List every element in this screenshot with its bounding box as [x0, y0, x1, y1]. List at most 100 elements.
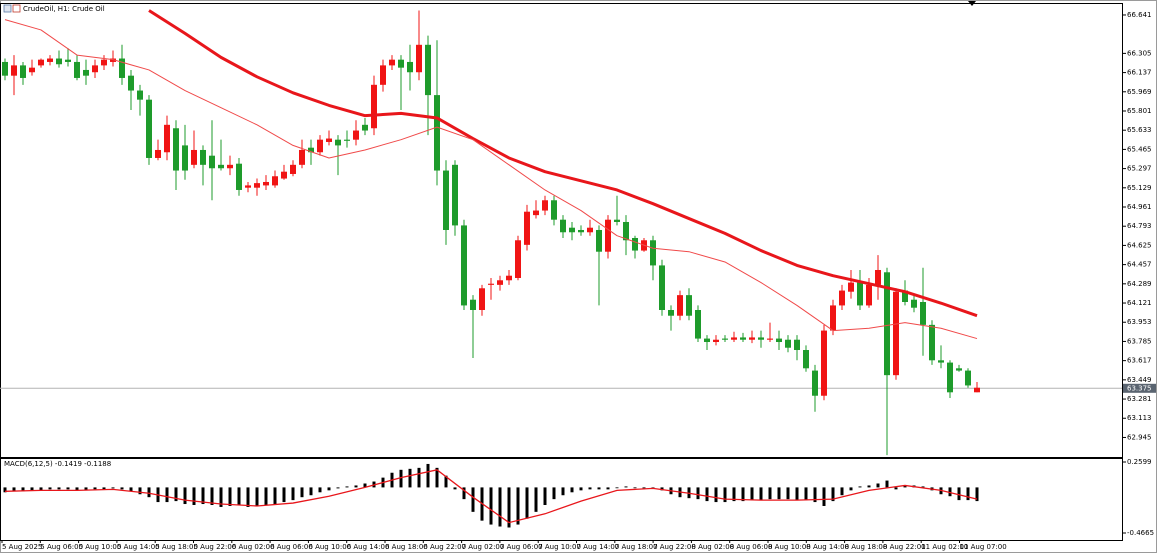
macd-bar: [354, 485, 358, 488]
candle-body: [542, 200, 548, 211]
y-tick-label: 65.801: [1127, 107, 1152, 115]
candle-body: [506, 275, 512, 281]
x-tick-label: 11 Aug 07:00: [960, 543, 1007, 551]
macd-bar: [858, 486, 862, 488]
macd-bar: [579, 487, 583, 491]
candle-body: [245, 185, 251, 188]
macd-bar: [210, 487, 214, 506]
x-tick-label: 8 Aug 10:00: [768, 543, 811, 551]
candle-body: [56, 58, 62, 65]
candle-body: [749, 337, 755, 340]
price-panel: [0, 3, 1123, 458]
macd-bar: [615, 487, 619, 489]
y-tick-label: 66.137: [1127, 69, 1152, 77]
candle-body: [101, 59, 107, 66]
candle-body: [929, 324, 935, 361]
candle-body: [47, 58, 53, 62]
candle-body: [110, 58, 116, 62]
macd-bar: [660, 487, 664, 491]
macd-bar: [471, 487, 475, 512]
candle-body: [605, 219, 611, 252]
y-tick-label: 63.953: [1127, 318, 1152, 326]
y-tick-label: 64.457: [1127, 261, 1152, 269]
candle-body: [209, 155, 215, 169]
candle-body: [299, 149, 305, 165]
macd-bar: [426, 463, 430, 488]
macd-bar: [831, 487, 835, 502]
macd-bar: [120, 487, 124, 490]
candle-body: [740, 337, 746, 340]
candle-body: [326, 138, 332, 142]
candle-body: [371, 84, 377, 129]
shift-marker[interactable]: [968, 1, 976, 6]
macd-bar: [624, 486, 628, 488]
candle-body: [416, 44, 422, 73]
macd-bar: [57, 487, 61, 490]
candle-body: [164, 124, 170, 153]
y-tick-label: 64.121: [1127, 299, 1152, 307]
candle-body: [308, 147, 314, 153]
macd-bar: [192, 487, 196, 506]
macd-bar: [84, 487, 88, 491]
macd-bar: [768, 487, 772, 500]
macd-bar: [759, 487, 763, 501]
macd-bar: [12, 487, 16, 492]
candle-body: [227, 164, 233, 169]
candle-body: [398, 59, 404, 68]
macd-bar: [318, 487, 322, 493]
macd-bar: [975, 487, 979, 502]
macd-bar: [417, 467, 421, 488]
candle-body: [785, 339, 791, 348]
candle-body: [704, 338, 710, 343]
macd-bar: [75, 487, 79, 491]
candle-body: [731, 337, 737, 340]
macd-bar: [696, 487, 700, 500]
symbol-icon[interactable]: [3, 4, 12, 13]
macd-bar: [957, 487, 961, 501]
candle-body: [758, 337, 764, 340]
candle-body: [965, 370, 971, 386]
x-tick-label: 6 Aug 02:00: [232, 543, 275, 551]
candle-body: [794, 339, 800, 351]
x-tick-label: 6 Aug 14:00: [347, 543, 390, 551]
macd-bar: [336, 487, 340, 489]
macd-bar: [552, 487, 556, 500]
macd-bar: [543, 487, 547, 506]
y-tick-label: 62.945: [1127, 433, 1152, 441]
candle-body: [551, 200, 557, 220]
x-tick-label: 6 Aug 18:00: [385, 543, 428, 551]
x-tick-label: 5 Aug 14:00: [117, 543, 160, 551]
x-tick-label: 5 Aug 18:00: [155, 543, 198, 551]
x-tick-label: 8 Aug 18:00: [845, 543, 888, 551]
macd-plot: [3, 463, 979, 528]
candle-body: [920, 301, 926, 325]
macd-bar: [363, 483, 367, 488]
candle-body: [11, 65, 17, 76]
candle-body: [200, 149, 206, 165]
candle-body: [596, 229, 602, 252]
macd-label: MACD(6,12,5) -0.1419 -0.1188: [4, 460, 111, 468]
y-tick-label: 66.305: [1127, 49, 1152, 57]
candle-body: [362, 124, 368, 131]
candle-body: [911, 299, 917, 308]
candle-body: [20, 65, 26, 78]
macd-bar: [30, 487, 34, 491]
candle-body: [614, 219, 620, 222]
candle-body: [695, 310, 701, 339]
macd-bar: [255, 487, 259, 506]
candle-body: [686, 295, 692, 316]
candle-body: [659, 265, 665, 311]
x-tick-label: 7 Aug 18:00: [615, 543, 658, 551]
candle-body: [272, 176, 278, 186]
candle-body: [470, 299, 476, 311]
macd-bar: [822, 487, 826, 506]
chart-icon[interactable]: [12, 4, 21, 13]
candle-body: [533, 210, 539, 216]
macd-bar: [489, 487, 493, 525]
macd-bar: [876, 483, 880, 488]
y-tick-label: 64.289: [1127, 280, 1152, 288]
candle-body: [578, 229, 584, 233]
macd-bar: [633, 487, 637, 489]
macd-bar: [39, 487, 43, 491]
